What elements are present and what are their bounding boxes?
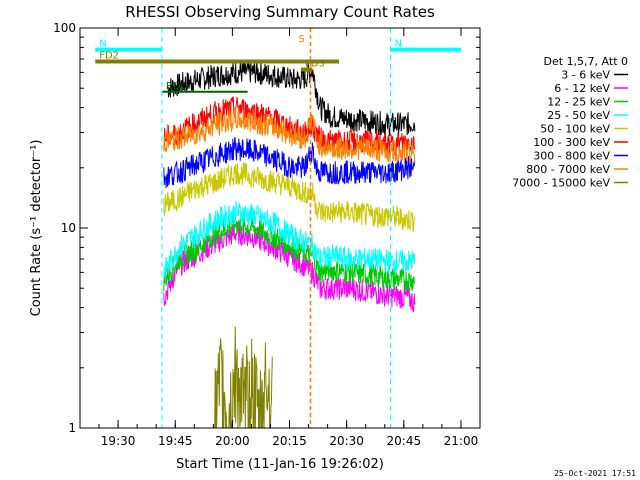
axes: 19:30 19:45 20:00 20:15 20:30 20:45 21:00 1 10 10… bbox=[53, 21, 481, 448]
plot-area: N N S FD2 FD3 RDO bbox=[95, 28, 461, 428]
annotation-rdo-label: RDO bbox=[166, 81, 189, 92]
x-tick-label: 19:30 bbox=[101, 434, 136, 448]
x-tick-label: 21:00 bbox=[444, 434, 479, 448]
x-tick-label: 20:45 bbox=[387, 434, 422, 448]
legend-entry-label: 300 - 800 keV bbox=[533, 150, 610, 163]
chart-title: RHESSI Observing Summary Count Rates bbox=[125, 3, 435, 21]
series-line-800-7000-kev bbox=[163, 107, 416, 164]
legend-entry-label: 800 - 7000 keV bbox=[526, 163, 610, 176]
series-line-50-100-kev bbox=[163, 162, 416, 232]
annotation-s-label: S bbox=[298, 34, 304, 45]
legend-entry-label: 25 - 50 keV bbox=[547, 109, 610, 122]
annotation-fd2-label: FD2 bbox=[99, 50, 119, 61]
x-tick-label: 20:00 bbox=[215, 434, 250, 448]
x-tick-label: 20:15 bbox=[272, 434, 307, 448]
annotation-n-label: N bbox=[394, 39, 401, 50]
y-tick-label: 1 bbox=[68, 421, 76, 435]
series-line-7000-15000-kev bbox=[213, 326, 273, 428]
legend-entry-label: 6 - 12 keV bbox=[554, 82, 610, 95]
series-line-3-6-kev bbox=[167, 60, 416, 137]
y-axis-label: Count Rate (s⁻¹ detector⁻¹) bbox=[29, 140, 44, 317]
legend-entry-label: 100 - 300 keV bbox=[533, 136, 610, 149]
x-axis-label: Start Time (11-Jan-16 19:26:02) bbox=[176, 457, 384, 472]
generation-timestamp: 25-Oct-2021 17:51 bbox=[554, 469, 636, 478]
x-tick-label: 19:45 bbox=[158, 434, 193, 448]
legend-entry-label: 12 - 25 keV bbox=[547, 96, 610, 109]
legend-entry-label: 7000 - 15000 keV bbox=[512, 177, 610, 190]
y-tick-label: 100 bbox=[53, 21, 76, 35]
series-line-300-800-kev bbox=[163, 137, 416, 189]
series-line-12-25-kev bbox=[163, 212, 416, 292]
legend-entry-label: 3 - 6 keV bbox=[561, 69, 610, 82]
annotation-n-label: N bbox=[99, 39, 106, 50]
y-tick-label: 10 bbox=[61, 221, 76, 235]
annotation-fd3-label: FD3 bbox=[305, 59, 325, 70]
legend-header: Det 1,5,7, Att 0 bbox=[544, 55, 628, 68]
legend-entry-label: 50 - 100 keV bbox=[540, 123, 610, 136]
x-tick-label: 20:30 bbox=[329, 434, 364, 448]
series-line-25-50-kev bbox=[163, 200, 416, 281]
